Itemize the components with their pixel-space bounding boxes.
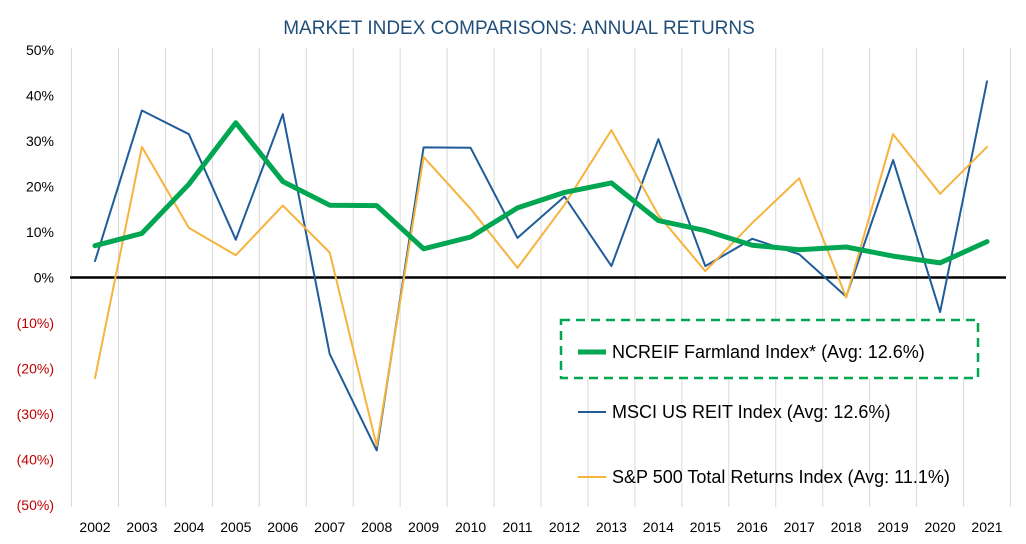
y-tick-label: (20%) [17, 361, 54, 377]
chart-title: MARKET INDEX COMPARISONS: ANNUAL RETURNS [283, 18, 755, 39]
x-tick-label: 2010 [455, 519, 486, 535]
x-tick-label: 2019 [878, 519, 909, 535]
x-tick-label: 2015 [690, 519, 721, 535]
y-tick-labels: 50% 40% 30% 20% 10% 0% (10%) (20%) (30%) (40%) (50… [17, 42, 54, 513]
y-tick-label: (40%) [17, 452, 54, 468]
x-tick-label: 2002 [79, 519, 110, 535]
x-tick-label: 2021 [971, 519, 1002, 535]
series-line-2 [94, 129, 988, 447]
x-tick-label: 2004 [173, 519, 204, 535]
y-tick-label: (50%) [17, 497, 54, 513]
x-tick-label: 2012 [549, 519, 580, 535]
y-tick-label: 50% [26, 42, 54, 58]
y-tick-label: (10%) [17, 315, 54, 331]
x-tick-label: 2011 [502, 519, 532, 535]
x-tick-label: 2003 [126, 519, 157, 535]
x-tick-label: 2007 [314, 519, 345, 535]
legend-label-1: MSCI US REIT Index (Avg: 12.6%) [612, 402, 890, 422]
x-tick-label: 2008 [361, 519, 392, 535]
x-tick-label: 2016 [737, 519, 768, 535]
series-layer [92, 80, 990, 452]
y-tick-label: 30% [26, 133, 54, 149]
y-tick-label: 10% [26, 224, 54, 240]
x-tick-label: 2018 [831, 519, 862, 535]
x-tick-label: 2014 [643, 519, 674, 535]
y-tick-label: 0% [34, 270, 54, 286]
x-tick-label: 2006 [267, 519, 298, 535]
y-tick-label: 40% [26, 88, 54, 104]
x-tick-label: 2009 [408, 519, 439, 535]
y-tick-label: 20% [26, 179, 54, 195]
y-tick-label: (30%) [17, 406, 54, 422]
legend-highlight-box [559, 318, 980, 380]
x-tick-label: 2017 [784, 519, 815, 535]
legend: NCREIF Farmland Index* (Avg: 12.6%) MSCI … [559, 318, 980, 487]
legend-label-2: S&P 500 Total Returns Index (Avg: 11.1%) [612, 467, 950, 487]
legend-label-0: NCREIF Farmland Index* (Avg: 12.6%) [612, 342, 925, 362]
x-tick-label: 2020 [924, 519, 955, 535]
series-line-1 [94, 80, 988, 452]
x-tick-label: 2005 [220, 519, 251, 535]
x-tick-label: 2013 [596, 519, 627, 535]
series-line-0 [92, 120, 990, 266]
x-tick-labels: 2002 2003 2004 2005 2006 2007 2008 2009 2010 2011… [79, 519, 1002, 535]
